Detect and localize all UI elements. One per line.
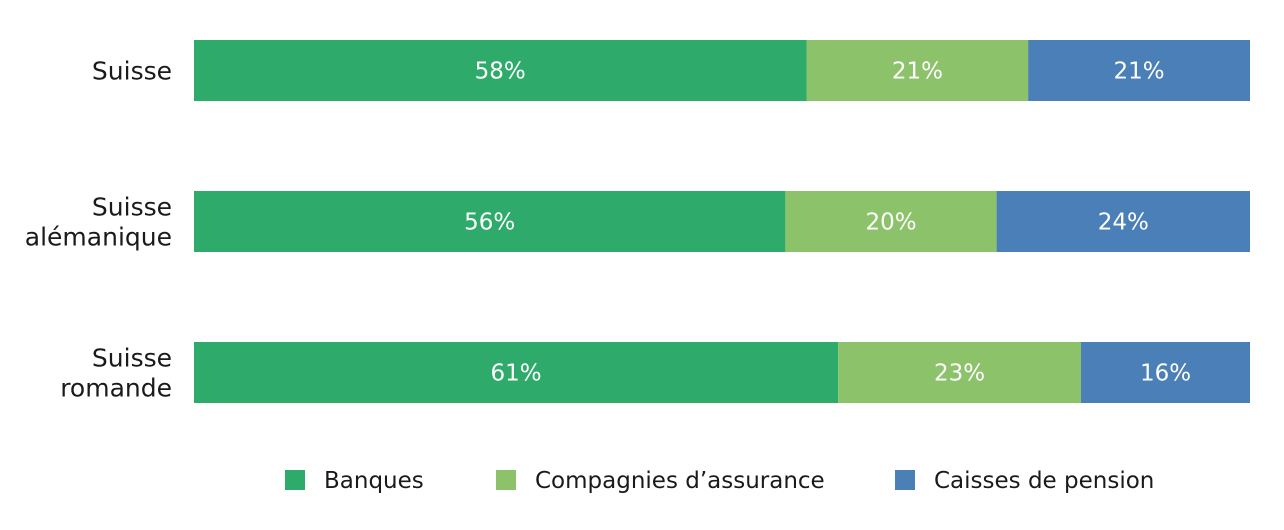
legend-label: Compagnies d’assurance: [535, 468, 825, 494]
bar-segment: [996, 191, 1250, 252]
bar-segment: [838, 342, 1082, 403]
data-label: 61%: [491, 361, 542, 387]
legend-swatch: [895, 470, 915, 490]
legend-swatch: [496, 470, 516, 490]
bar-segment: [1081, 342, 1250, 403]
category-label-line: alémanique: [25, 223, 172, 252]
category-label-line: Suisse: [92, 344, 172, 373]
category-label-line: Suisse: [92, 193, 172, 222]
legend-label: Banques: [324, 468, 424, 494]
category-label-line: romande: [60, 374, 172, 403]
bar-segment: [1028, 40, 1250, 101]
data-label: 58%: [475, 59, 526, 85]
legend: Banques Compagnies d’assurance Caisses de …: [285, 468, 1154, 494]
category-label: Suisse: [92, 57, 172, 86]
bar-segment: [785, 191, 997, 252]
bar-segment: [194, 342, 839, 403]
data-label: 16%: [1140, 361, 1191, 387]
bars-layer: 58% 21% 21% 56% 20% 24% 61% 23% 16%: [194, 40, 1250, 403]
data-label: 20%: [865, 210, 916, 236]
data-label: 23%: [934, 361, 985, 387]
data-label: 21%: [892, 59, 943, 85]
bar-segment: [806, 40, 1029, 101]
legend-swatch: [285, 470, 305, 490]
category-label: Suisse alémanique: [25, 193, 172, 252]
data-label: 56%: [464, 210, 515, 236]
category-label: Suisse romande: [60, 344, 172, 403]
bar-segment: [194, 191, 786, 252]
legend-label: Caisses de pension: [934, 468, 1154, 494]
data-label: 21%: [1114, 59, 1165, 85]
category-label-line: Suisse: [92, 57, 172, 86]
bar-segment: [194, 40, 807, 101]
data-label: 24%: [1098, 210, 1149, 236]
